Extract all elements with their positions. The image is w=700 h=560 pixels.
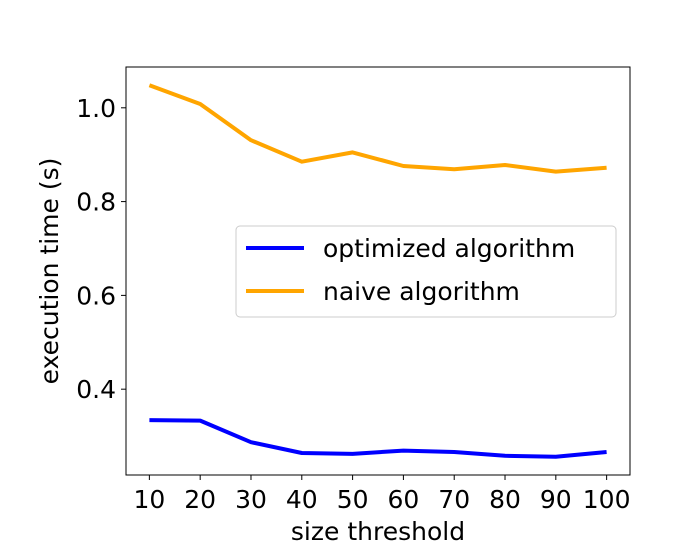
y-axis-ticks: 0.4 0.6 0.8 1.0 xyxy=(76,94,126,404)
y-tick-label: 0.8 xyxy=(76,188,116,217)
x-tick-label: 70 xyxy=(438,485,470,514)
x-tick-label: 60 xyxy=(387,485,419,514)
x-tick-label: 20 xyxy=(184,485,216,514)
y-axis-label: execution time (s) xyxy=(35,158,64,385)
x-axis-label: size threshold xyxy=(291,517,465,546)
y-tick-label: 0.4 xyxy=(76,375,116,404)
plot-area-frame xyxy=(125,66,631,476)
series-line-optimized xyxy=(149,418,607,459)
series-lines xyxy=(148,83,607,459)
x-tick-label: 50 xyxy=(337,485,369,514)
x-tick-label: 90 xyxy=(540,485,572,514)
x-tick-label: 40 xyxy=(286,485,318,514)
x-tick-label: 10 xyxy=(133,485,165,514)
legend-label-optimized: optimized algorithm xyxy=(323,234,575,263)
series-line-naive xyxy=(148,83,607,174)
legend-label-naive: naive algorithm xyxy=(323,277,520,306)
x-tick-label: 80 xyxy=(489,485,521,514)
x-tick-label: 100 xyxy=(583,485,631,514)
y-tick-label: 1.0 xyxy=(76,94,116,123)
x-axis-ticks: 10 20 30 40 50 60 70 80 90 100 xyxy=(133,475,630,514)
y-tick-label: 0.6 xyxy=(76,281,116,310)
legend-frame xyxy=(235,225,617,318)
legend: optimized algorithm naive algorithm xyxy=(235,225,617,318)
x-tick-label: 30 xyxy=(235,485,267,514)
